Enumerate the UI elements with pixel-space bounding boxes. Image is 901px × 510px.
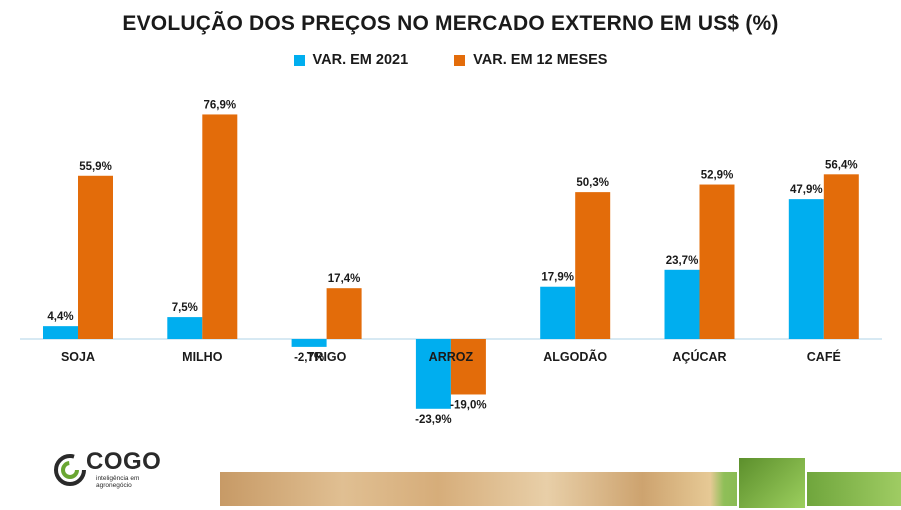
bar-12-meses-5 [699, 184, 735, 339]
footer-photo-inset [737, 456, 807, 510]
category-label-1: MILHO [182, 350, 223, 364]
category-label-6: CAFÉ [807, 349, 841, 364]
logo-mark-icon [54, 454, 86, 486]
bar-2021-0 [43, 326, 78, 339]
bar-2021-2 [291, 339, 327, 347]
logo-name: COGO [86, 448, 162, 475]
cogo-logo: COGO inteligência em agronegócio [52, 448, 162, 492]
chart-title: EVOLUÇÃO DOS PREÇOS NO MERCADO EXTERNO E… [122, 12, 779, 35]
category-label-2: TRIGO [307, 350, 347, 364]
bar-12-meses-0 [78, 175, 113, 339]
bar-2021-6 [788, 199, 824, 339]
logo-tagline: inteligência em agronegócio [96, 475, 140, 489]
data-label-12-meses-5: 52,9% [701, 170, 734, 182]
data-label-2021-4: 17,9% [541, 272, 574, 284]
legend-label-2021: VAR. EM 2021 [312, 52, 409, 68]
legend-label-12-meses: VAR. EM 12 MESES [473, 52, 608, 68]
data-label-2021-3: -23,9% [415, 414, 451, 426]
bar-2021-5 [664, 269, 700, 339]
legend-item-12-meses: VAR. EM 12 MESES [454, 52, 607, 68]
data-label-12-meses-2: 17,4% [328, 273, 361, 285]
bar-12-meses-3 [450, 339, 486, 395]
bar-2021-4 [540, 286, 576, 339]
bar-12-meses-2 [326, 288, 362, 339]
data-label-12-meses-4: 50,3% [576, 177, 609, 189]
data-label-12-meses-6: 56,4% [825, 159, 858, 171]
data-label-2021-6: 47,9% [790, 184, 823, 196]
category-label-4: ALGODÃO [543, 349, 607, 364]
bar-12-meses-1 [202, 114, 238, 340]
category-label-3: ARROZ [429, 350, 474, 364]
data-label-12-meses-3: -19,0% [450, 399, 486, 411]
data-label-12-meses-0: 55,9% [79, 161, 112, 173]
legend-item-2021: VAR. EM 2021 [293, 52, 409, 68]
data-label-12-meses-1: 76,9% [203, 99, 236, 111]
bar-12-meses-4 [575, 192, 611, 339]
data-label-2021-1: 7,5% [172, 302, 198, 314]
category-label-0: SOJA [61, 350, 95, 364]
chart-legend: VAR. EM 2021 VAR. EM 12 MESES [0, 52, 901, 68]
bar-2021-3 [415, 339, 451, 409]
data-label-2021-0: 4,4% [47, 311, 73, 323]
legend-swatch-12-meses [454, 54, 466, 66]
data-label-2021-2: -2,7% [294, 352, 324, 364]
data-label-2021-5: 23,7% [666, 255, 699, 267]
bar-12-meses-6 [823, 174, 859, 339]
bar-2021-1 [167, 317, 203, 339]
legend-swatch-2021 [293, 54, 305, 66]
category-label-5: AÇÚCAR [672, 349, 726, 364]
